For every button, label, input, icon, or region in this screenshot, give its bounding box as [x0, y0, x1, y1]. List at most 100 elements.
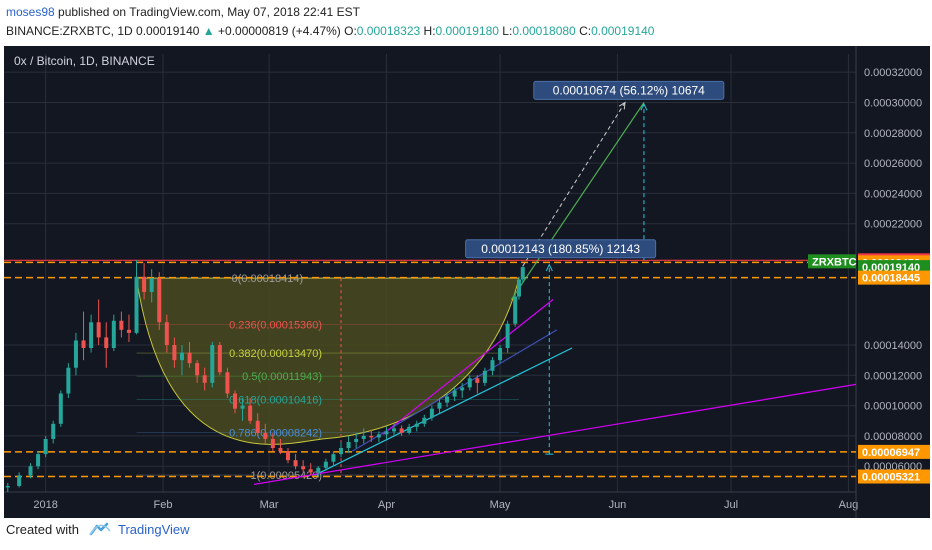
- y-tick-label: 0.00012000: [864, 370, 922, 382]
- x-tick-label: Jul: [724, 499, 738, 511]
- candle-body: [331, 454, 336, 462]
- high-label: H:: [423, 24, 436, 38]
- candle-body: [73, 340, 78, 368]
- candle-body: [263, 432, 268, 439]
- candle-body: [195, 363, 200, 376]
- publish-text: published on TradingView.com, May 07, 20…: [54, 5, 361, 19]
- candle-body: [43, 438, 48, 455]
- y-tick-label: 0.00030000: [864, 97, 922, 109]
- y-tick-label: 0.00028000: [864, 128, 922, 140]
- open-label: O:: [344, 24, 357, 38]
- trend-line: [510, 102, 645, 300]
- measure-label-text: 0.00010674 (56.12%) 10674: [553, 83, 705, 97]
- symbol-label: BINANCE:ZRXBTC, 1D: [6, 24, 133, 38]
- candle-body: [232, 393, 237, 409]
- projection-arrow-head: [545, 263, 553, 272]
- candle-body: [369, 435, 374, 438]
- candle-body: [28, 466, 33, 476]
- candle-body: [225, 372, 230, 394]
- candle-body: [111, 320, 116, 349]
- footer: Created with TradingView: [6, 522, 190, 544]
- price-chart[interactable]: 2018 Feb Mar Apr May Jun Jul Aug 0.00032000 0.000…: [4, 46, 930, 518]
- fib-level-label: 0.5(0.00011943): [242, 371, 322, 383]
- candle-body: [202, 375, 207, 383]
- candle-body: [217, 344, 222, 373]
- fib-level-label: 0.382(0.00013470): [229, 348, 322, 360]
- candle-body: [445, 396, 450, 403]
- candle-body: [516, 279, 521, 297]
- trend-line: [382, 299, 554, 435]
- high-value: 0.00019180: [435, 24, 499, 38]
- measure-label-text: 0.00012143 (180.85%) 12143: [481, 242, 640, 256]
- candle-body: [308, 469, 313, 473]
- candle-body: [422, 417, 427, 424]
- candle-body: [490, 360, 495, 371]
- candle-body: [361, 435, 366, 439]
- candle-body: [187, 352, 192, 364]
- price-axis-tag: [858, 270, 930, 285]
- x-tick-label: 2018: [33, 499, 57, 511]
- price-change: +0.00000819 (+4.47%): [218, 24, 341, 38]
- candle-body: [81, 340, 86, 349]
- candle-body: [437, 402, 442, 409]
- candle-body: [513, 296, 518, 324]
- candle-body: [316, 467, 321, 473]
- tradingview-logo-icon: [88, 522, 111, 539]
- candle-body: [17, 475, 22, 486]
- price-axis-tag-text: 0.00005321: [862, 472, 920, 484]
- candle-body: [157, 278, 162, 323]
- price-axis-tag-text: 0.00006947: [862, 447, 920, 459]
- chart-title: 0x / Bitcoin, 1D, BINANCE: [14, 54, 155, 68]
- fib-level-label: 0.618(0.00010416): [229, 394, 322, 406]
- fib-level-label: 0.786(0.00008242): [229, 427, 322, 439]
- measure-label-box: [533, 80, 725, 100]
- candle-body: [255, 420, 260, 433]
- candle-body: [210, 344, 215, 383]
- candle-body: [339, 448, 344, 455]
- y-tick-label: 0.00014000: [864, 340, 922, 352]
- low-value: 0.00018080: [512, 24, 576, 38]
- candle-body: [376, 434, 381, 438]
- price-axis-tag: [858, 260, 930, 275]
- last-price: 0.00019140: [136, 24, 200, 38]
- x-tick-label: Apr: [378, 499, 395, 511]
- candle-body: [460, 387, 465, 391]
- candle-body: [66, 367, 71, 394]
- candle-body: [354, 438, 359, 442]
- candle-body: [429, 408, 434, 418]
- x-tick-label: Feb: [154, 499, 173, 511]
- chart-header: moses98 published on TradingView.com, Ma…: [6, 0, 926, 44]
- candle-body: [301, 466, 306, 470]
- close-value: 0.00019140: [591, 24, 655, 38]
- candle-body: [248, 405, 253, 421]
- y-tick-label: 0.00010000: [864, 401, 922, 413]
- symbol-tag: [808, 254, 856, 269]
- projection-arrow-head: [618, 101, 626, 110]
- author-link[interactable]: moses98: [6, 5, 55, 19]
- candle-body: [498, 348, 503, 361]
- candle-body: [89, 322, 94, 349]
- candle-body: [104, 337, 109, 349]
- up-arrow-icon: ▲: [202, 24, 215, 38]
- low-label: L:: [502, 24, 513, 38]
- x-tick-label: Jun: [609, 499, 627, 511]
- candle-body: [270, 438, 275, 449]
- candle-body: [505, 323, 510, 349]
- trend-line: [253, 383, 857, 486]
- price-axis-tag: [858, 469, 930, 484]
- candle-body: [407, 426, 412, 433]
- fib-level-label: 1(0.00005420): [251, 470, 323, 482]
- candle-body: [467, 378, 472, 388]
- publish-line: moses98 published on TradingView.com, Ma…: [6, 5, 360, 19]
- candle-body: [149, 278, 154, 292]
- chart-panel[interactable]: 2018 Feb Mar Apr May Jun Jul Aug 0.00032000 0.000…: [4, 46, 930, 518]
- candle-body: [58, 393, 63, 424]
- y-tick-label: 0.00008000: [864, 431, 922, 443]
- tradingview-brand-link[interactable]: TradingView: [118, 522, 190, 537]
- candle-body: [475, 378, 480, 383]
- created-with-text: Created with: [6, 522, 79, 537]
- y-tick-label: 0.00026000: [864, 158, 922, 170]
- candle-body: [278, 448, 283, 452]
- candle-body: [286, 451, 290, 461]
- x-tick-label: Aug: [839, 499, 859, 511]
